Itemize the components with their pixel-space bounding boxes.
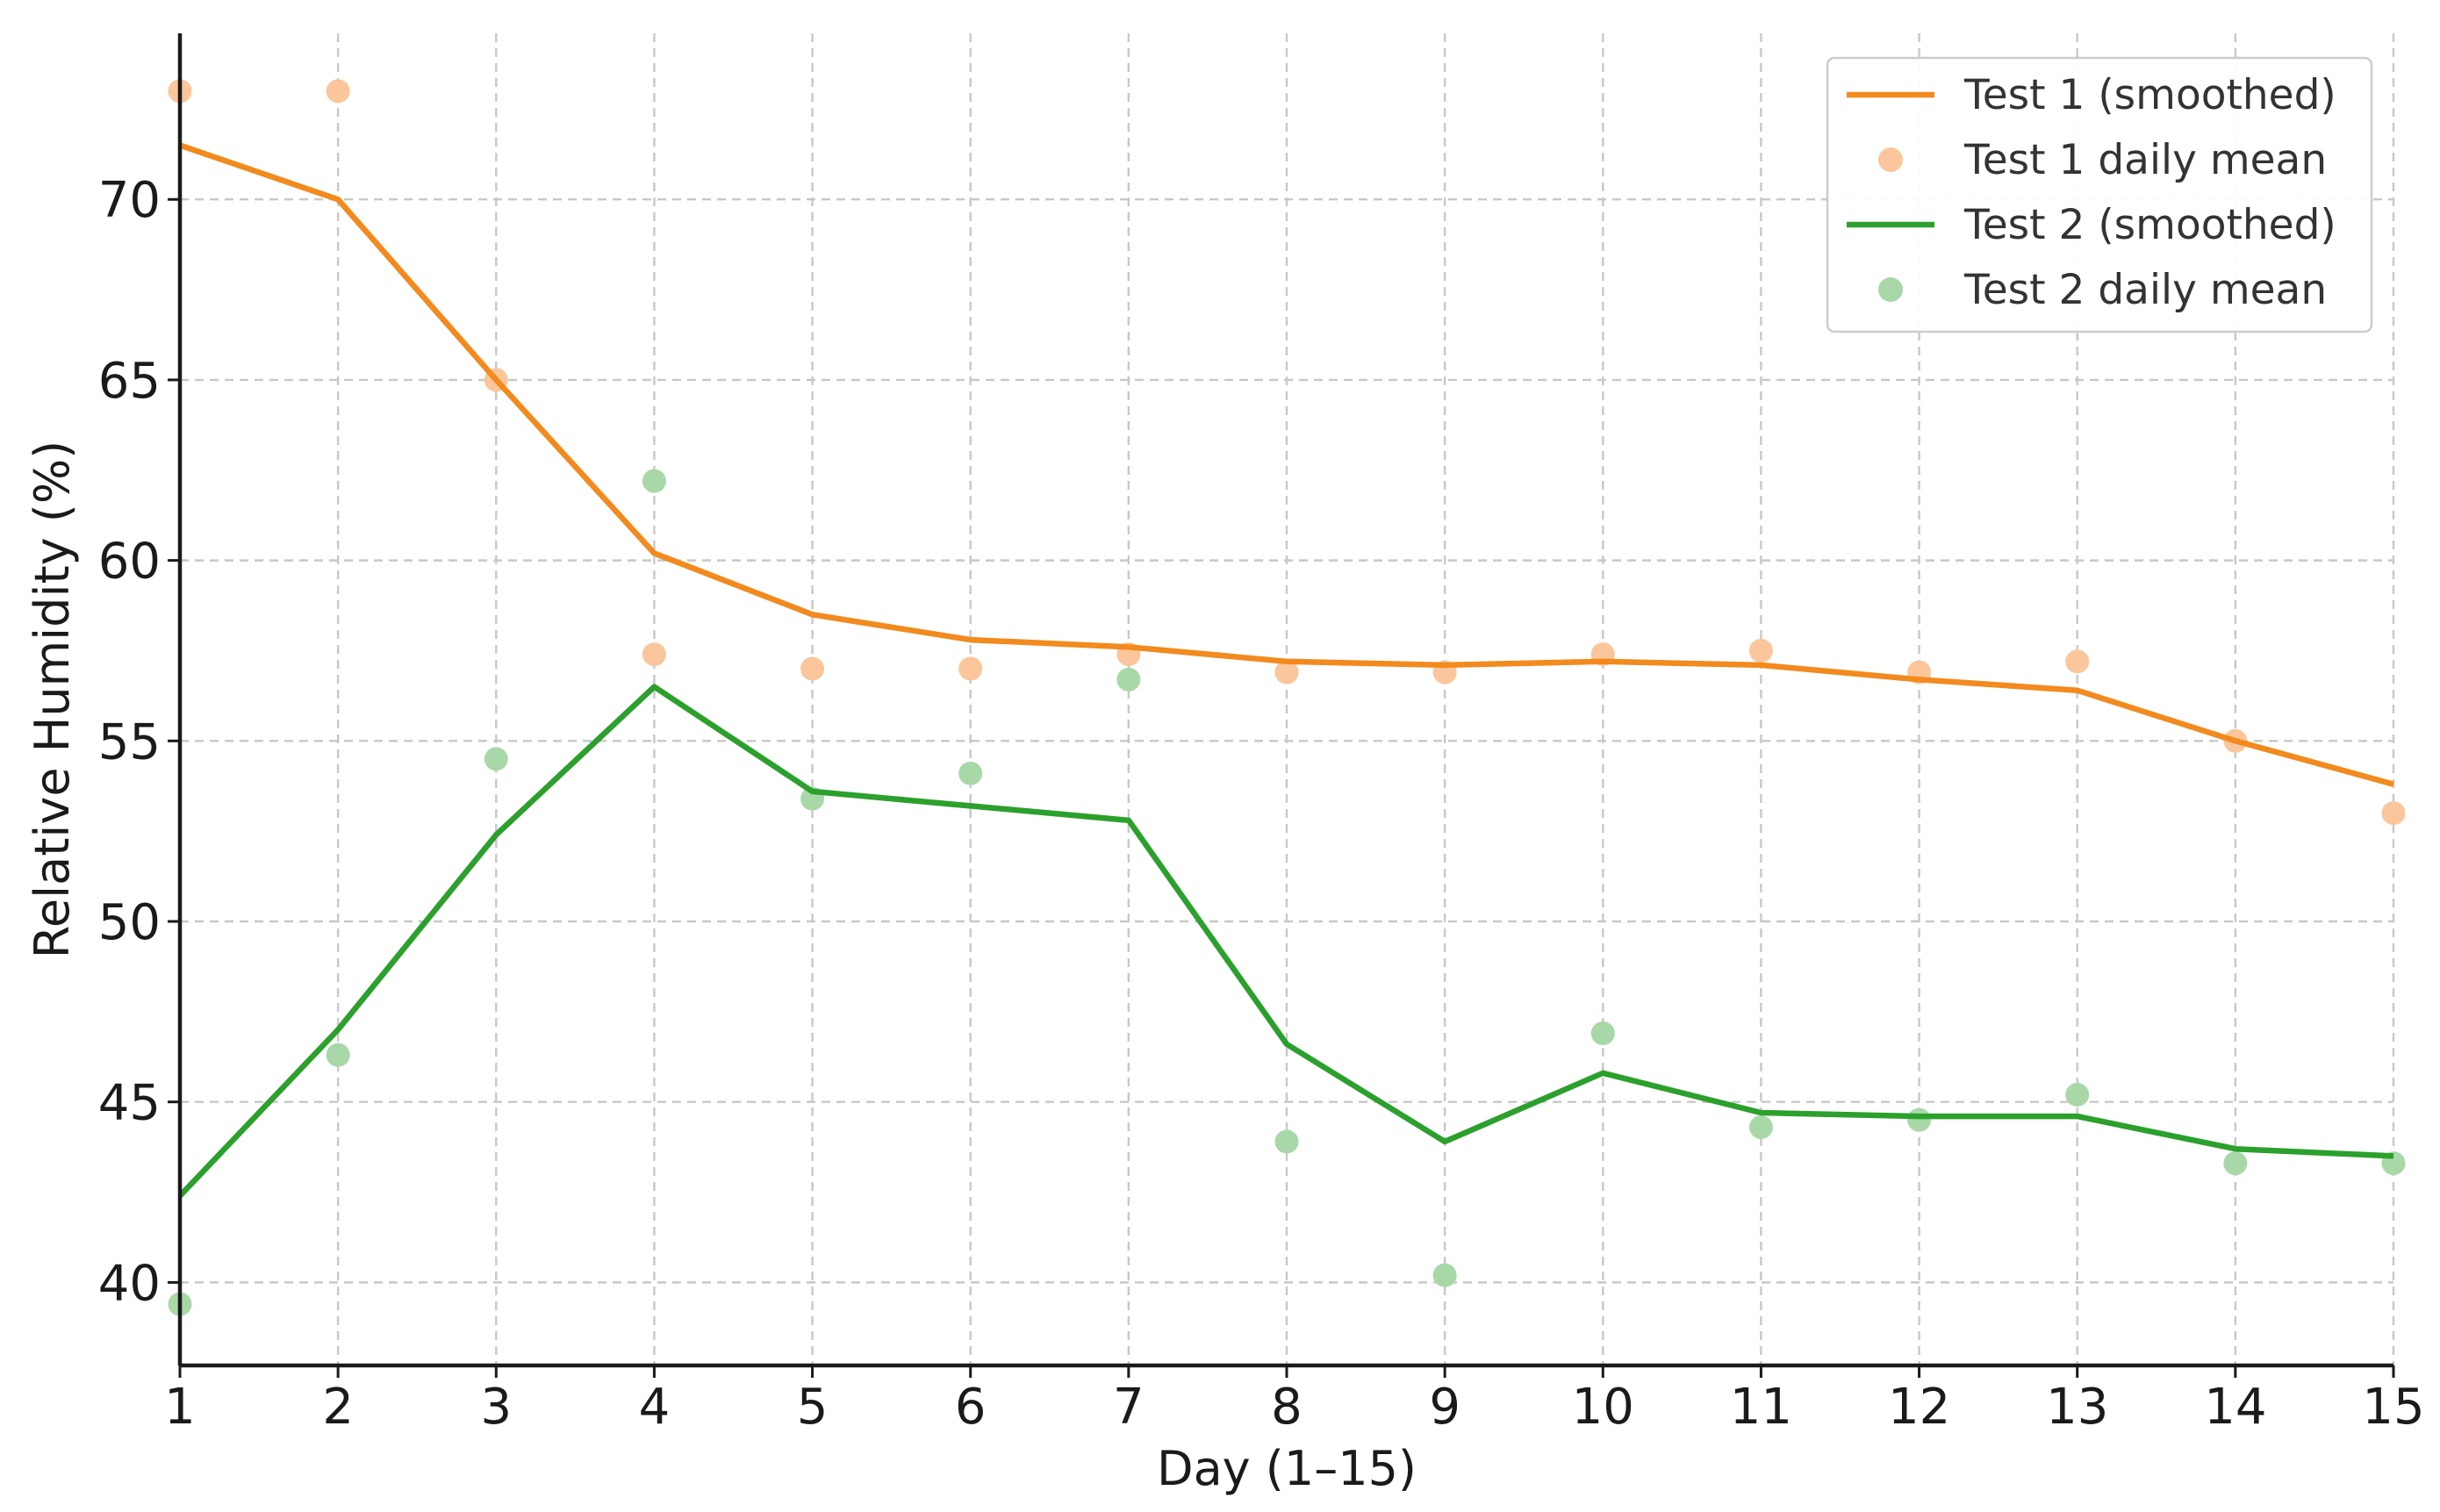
test2-daily-mean-point — [1274, 1129, 1299, 1154]
x-tick-label: 10 — [1572, 1379, 1634, 1436]
x-tick-label: 13 — [2046, 1379, 2108, 1436]
x-tick-label: 14 — [2204, 1379, 2266, 1436]
x-axis-title: Day (1–15) — [1157, 1441, 1417, 1496]
x-tick-label: 1 — [164, 1379, 196, 1436]
test1-daily-mean-point — [800, 656, 825, 681]
test1-smoothed-line — [178, 142, 2394, 787]
test1-daily-mean-point — [2381, 801, 2406, 826]
test1-smoothed-legend-label: Test 1 (smoothed) — [1963, 71, 2336, 119]
test2-daily-mean-point — [2065, 1082, 2090, 1107]
legend-box — [1826, 56, 2373, 333]
x-tick-label: 9 — [1429, 1379, 1460, 1436]
x-tick-label: 6 — [955, 1379, 987, 1436]
test1-daily-mean-point — [2065, 649, 2090, 674]
test1-daily-mean-legend-label: Test 1 daily mean — [1963, 136, 2327, 184]
test1-daily-mean-point — [326, 79, 350, 104]
y-tick-label: 40 — [98, 1255, 161, 1312]
test2-daily-mean-point — [326, 1043, 350, 1067]
x-tick-label: 8 — [1271, 1379, 1303, 1436]
y-tick-label: 55 — [98, 713, 161, 770]
x-tick-label: 15 — [2362, 1379, 2424, 1436]
test1-daily-mean-point — [642, 642, 666, 667]
x-tick-label: 7 — [1113, 1379, 1145, 1436]
y-tick-label: 65 — [98, 353, 161, 410]
test2-daily-mean-point — [958, 761, 983, 785]
x-tick-label: 4 — [639, 1379, 671, 1436]
test1-daily-mean-point — [958, 656, 983, 681]
test2-daily-mean-point — [1590, 1021, 1615, 1046]
test2-daily-mean-legend-label: Test 2 daily mean — [1963, 266, 2327, 314]
x-tick-label: 3 — [480, 1379, 512, 1436]
y-tick-label: 50 — [98, 894, 161, 951]
test1-daily-mean-legend-swatch — [1878, 147, 1903, 172]
legend: Test 1 (smoothed) Test 1 daily mean Test 2… — [1826, 56, 2373, 333]
test2-smoothed-line — [177, 684, 2394, 1198]
x-tick-label: 11 — [1730, 1379, 1792, 1436]
test2-daily-mean-legend-swatch — [1878, 277, 1903, 302]
y-tick-label: 70 — [98, 172, 161, 229]
y-axis-title: Relative Humidity (%) — [25, 441, 80, 958]
x-tick-label: 2 — [322, 1379, 354, 1436]
test1-daily-mean-point — [1748, 638, 1773, 663]
test2-smoothed-legend-label: Test 2 (smoothed) — [1963, 201, 2336, 249]
test2-daily-mean-point — [1907, 1107, 1932, 1132]
test2-daily-mean-point — [2223, 1151, 2248, 1176]
test1-daily-mean-point — [1274, 660, 1299, 684]
test2-daily-mean-point — [484, 747, 508, 771]
plot-series — [168, 79, 2406, 1316]
grid — [178, 33, 2395, 1365]
x-tick-label: 12 — [1888, 1379, 1950, 1436]
test2-daily-mean-point — [1432, 1263, 1457, 1287]
y-tick-label: 45 — [98, 1075, 161, 1132]
test2-daily-mean-point — [1748, 1114, 1773, 1139]
x-tick-label: 5 — [797, 1379, 829, 1436]
test2-daily-mean-point — [1116, 667, 1141, 692]
y-tick-label: 60 — [98, 534, 161, 591]
test2-daily-mean-point — [642, 469, 666, 493]
